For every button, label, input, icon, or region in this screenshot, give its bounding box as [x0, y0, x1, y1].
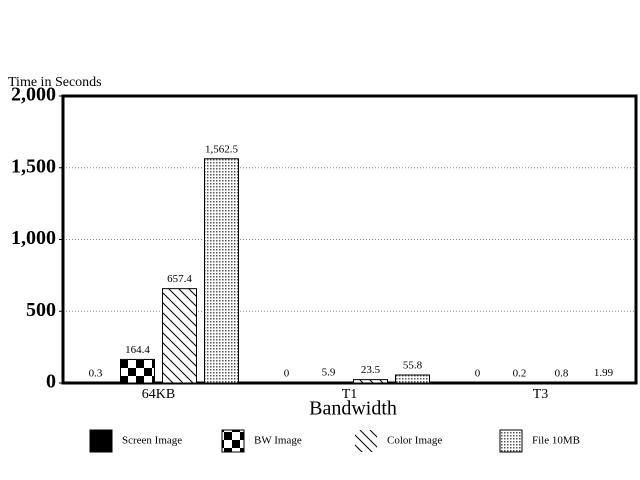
x-tick-label: T3 [533, 387, 549, 402]
y-tick-label: 1,000 [11, 227, 56, 249]
value-label: 0.8 [555, 367, 569, 379]
value-label: 0 [475, 368, 481, 380]
value-label: 5.9 [322, 367, 336, 379]
plot-frame [61, 94, 638, 385]
y-tick-label: 0 [46, 371, 56, 393]
y-tick-label: 500 [26, 299, 56, 321]
legend-label: Color Image [387, 435, 442, 447]
bar [162, 288, 197, 384]
bar [204, 158, 239, 384]
x-axis-label: Bandwidth [309, 398, 397, 420]
value-label: 55.8 [403, 360, 423, 372]
y-tick-label: 2,000 [11, 84, 56, 106]
y-axis-label: Time in Seconds [8, 75, 102, 90]
y-tick-label: 1,500 [11, 155, 56, 177]
legend-swatch [89, 429, 113, 453]
bar [353, 379, 388, 384]
x-tick-label: 64KB [142, 387, 175, 402]
value-label: 0.3 [89, 367, 103, 379]
legend-label: BW Image [254, 435, 302, 447]
bar [395, 374, 430, 384]
value-label: 23.5 [361, 364, 381, 376]
value-label: 1.99 [594, 367, 614, 379]
x-tick-label: T1 [342, 387, 358, 402]
value-label: 1,562.5 [205, 143, 239, 155]
value-label: 0 [284, 368, 290, 380]
value-label: 0.2 [513, 368, 527, 380]
bar [311, 381, 346, 384]
legend-swatch [355, 430, 377, 452]
bar [120, 358, 155, 384]
legend-label: File 10MB [532, 435, 580, 447]
legend-label: Screen Image [122, 435, 182, 447]
legend-swatch [221, 429, 245, 453]
legend-swatch [499, 429, 523, 453]
value-label: 657.4 [167, 273, 192, 285]
value-label: 164.4 [125, 344, 150, 356]
